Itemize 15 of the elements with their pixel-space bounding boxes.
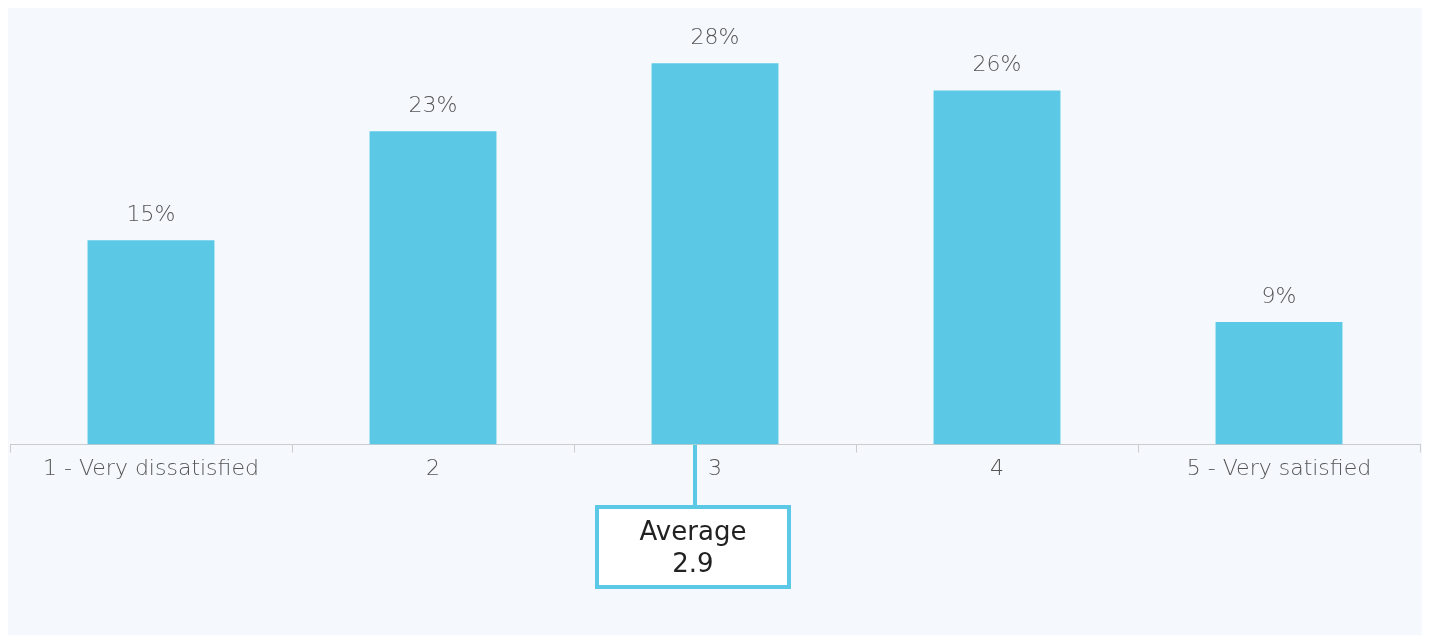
bar xyxy=(1215,322,1343,445)
x-tick-label: 5 - Very satisfied xyxy=(1186,454,1372,480)
bar xyxy=(87,240,215,445)
text: Average 2.9 xyxy=(595,504,791,589)
x-tick-label: 2 xyxy=(426,454,440,480)
x-tick-label: 1 - Very dissatisfied xyxy=(43,454,259,480)
bar xyxy=(933,90,1061,445)
data-label: 15% xyxy=(126,201,176,227)
x-tick-label: 3 xyxy=(708,454,722,480)
bar xyxy=(369,131,497,445)
x-tick-label: 4 xyxy=(990,454,1004,480)
data-label: 23% xyxy=(408,92,458,118)
data-label: 9% xyxy=(1261,282,1297,308)
data-label: 28% xyxy=(690,23,740,49)
data-label: 26% xyxy=(972,51,1022,77)
